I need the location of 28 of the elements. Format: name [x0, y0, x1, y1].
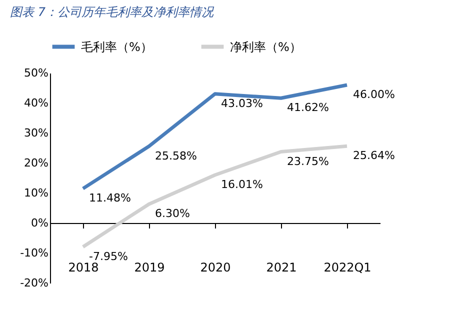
y-tick-label: 10%: [24, 186, 48, 200]
data-label: 6.30%: [155, 207, 190, 220]
data-label: 43.03%: [221, 96, 263, 110]
y-tick-label: 30%: [24, 126, 48, 140]
x-tick-label: 2020: [200, 260, 231, 274]
line-series: [81, 144, 349, 249]
data-label: 25.64%: [353, 149, 395, 162]
chart-title: 图表 7：公司历年毛利率及净利率情况: [10, 5, 214, 19]
data-label: -7.95%: [89, 250, 128, 263]
x-tick-label: 2018: [68, 260, 99, 274]
data-label: 41.62%: [287, 101, 329, 114]
y-tick-label: -20%: [20, 276, 48, 290]
y-tick-label: -10%: [20, 246, 48, 260]
x-tick-label: 2021: [266, 260, 297, 274]
x-tick-label: 2022Q1: [324, 260, 372, 274]
legend-label: 毛利率（%）: [81, 40, 152, 54]
line-series: [81, 83, 349, 190]
y-tick-label: 50%: [24, 66, 48, 80]
y-tick-label: 40%: [24, 96, 48, 110]
y-tick-label: 0%: [31, 216, 48, 230]
data-label: 25.58%: [155, 149, 197, 162]
y-tick-label: 20%: [24, 156, 48, 170]
legend-label: 净利率（%）: [230, 40, 302, 54]
data-label: 23.75%: [287, 154, 329, 168]
data-label: 16.01%: [221, 178, 263, 191]
data-label: 46.00%: [353, 88, 395, 101]
x-tick-label: 2019: [134, 260, 165, 274]
data-label: 11.48%: [89, 192, 131, 205]
